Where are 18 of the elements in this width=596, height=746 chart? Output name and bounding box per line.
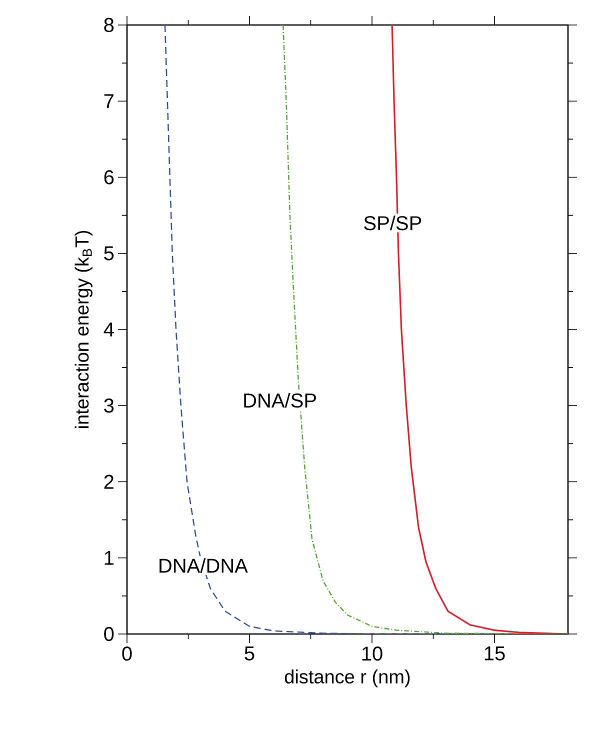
series-label: SP/SP <box>364 216 422 230</box>
y-tick-label: 7 <box>104 94 114 108</box>
x-tick-label: 0 <box>122 646 132 661</box>
y-tick-label: 5 <box>104 246 114 260</box>
y-tick-label: 2 <box>104 474 114 489</box>
y-tick-label: 3 <box>104 398 114 413</box>
y-tick-label: 0 <box>104 626 114 642</box>
series-label: DNA/SP <box>244 392 316 408</box>
y-tick-label: 8 <box>104 18 114 32</box>
x-tick-label: 5 <box>244 646 254 660</box>
y-tick-label: 1 <box>104 550 114 565</box>
x-tick-label: 15 <box>484 646 505 660</box>
x-axis-title: distance r (nm) <box>284 670 410 688</box>
y-tick-label: 6 <box>104 170 114 184</box>
y-axis-title: interaction energy (k$_{B}$T) <box>74 230 92 428</box>
series-label: DNA/DNA <box>160 558 248 573</box>
x-tick-label: 10 <box>362 646 382 661</box>
y-tick-label: 4 <box>104 322 114 336</box>
